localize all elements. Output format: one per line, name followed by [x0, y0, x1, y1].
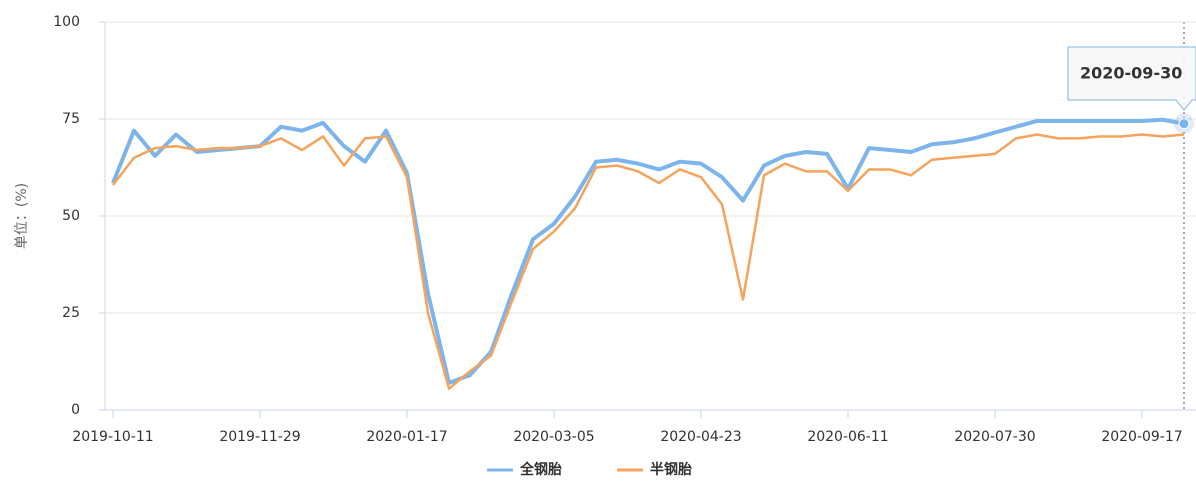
x-tick-label: 2020-07-30 [954, 429, 1035, 445]
y-tick-label: 25 [62, 305, 80, 321]
x-tick-label: 2020-04-23 [660, 429, 741, 445]
x-tick-label: 2020-09-17 [1101, 429, 1182, 445]
tooltip-box [1067, 46, 1196, 111]
x-tick-label: 2020-01-17 [366, 429, 447, 445]
x-tick-label: 2020-03-05 [513, 429, 594, 445]
y-tick-label: 50 [62, 208, 80, 224]
y-tick-label: 75 [62, 111, 80, 127]
legend-label: 半钢胎 [650, 461, 692, 478]
y-axis-title: 单位：(%) [14, 183, 30, 249]
series-line [111, 117, 1185, 385]
hover-point [1178, 118, 1190, 130]
tooltip-text: 2020-09-30 [1080, 64, 1182, 83]
x-tick-label: 2019-11-29 [219, 429, 300, 445]
x-tick-label: 2020-06-11 [807, 429, 888, 445]
y-tick-label: 0 [71, 402, 80, 418]
x-tick-label: 2019-10-11 [72, 429, 153, 445]
series-line [112, 133, 1185, 390]
legend-label: 全钢胎 [519, 461, 562, 478]
y-tick-label: 100 [53, 14, 80, 30]
